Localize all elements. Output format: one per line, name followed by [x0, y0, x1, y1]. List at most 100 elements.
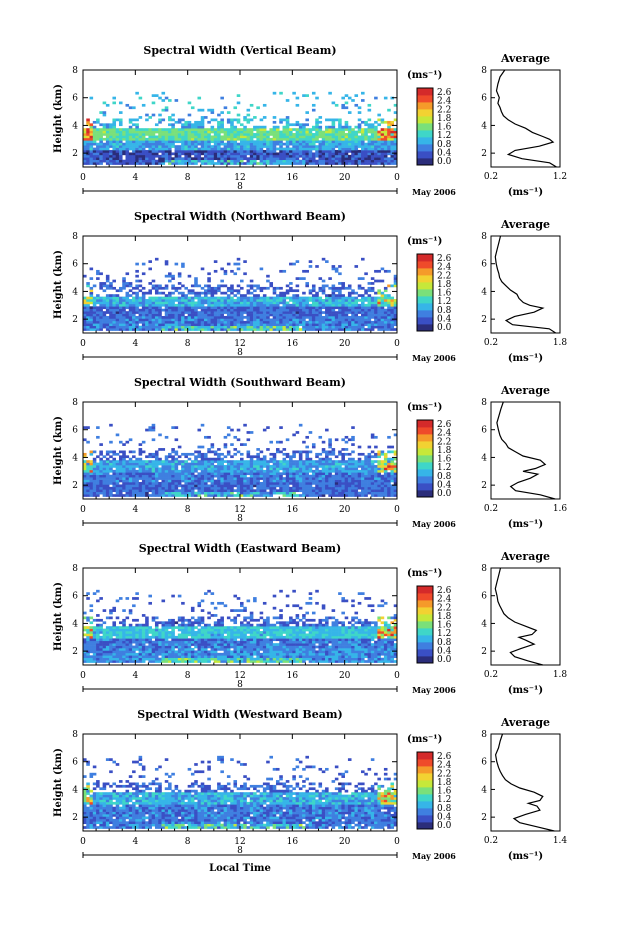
- heatmap-cell: [331, 323, 336, 327]
- heatmap-cell: [259, 484, 264, 488]
- heatmap-cell: [344, 135, 349, 139]
- heatmap-cell: [380, 159, 385, 163]
- heatmap-cell: [364, 306, 368, 310]
- heatmap-cell: [213, 286, 218, 290]
- heatmap-cell: [171, 491, 175, 495]
- heatmap-cell: [331, 289, 336, 293]
- heatmap-cell: [200, 474, 205, 478]
- heatmap-cell: [246, 491, 251, 495]
- heatmap-cell: [177, 162, 182, 165]
- heatmap-cell: [243, 462, 247, 466]
- heatmap-cell: [253, 140, 257, 144]
- heatmap-cell: [243, 320, 247, 324]
- heatmap-cell: [132, 469, 136, 473]
- heatmap-cell: [305, 313, 309, 317]
- heatmap-cell: [83, 130, 87, 134]
- heatmap-cell: [233, 130, 238, 134]
- heatmap-cell: [344, 159, 349, 163]
- heatmap-cell: [99, 303, 103, 307]
- heatmap-cell: [357, 303, 362, 307]
- heatmap-cell: [361, 299, 365, 302]
- heatmap-cell: [158, 296, 162, 300]
- heatmap-cell: [223, 469, 228, 473]
- heatmap-cell: [269, 467, 274, 471]
- heatmap-cell: [217, 325, 221, 329]
- heatmap-cell: [325, 484, 329, 488]
- heatmap-cell: [318, 301, 323, 305]
- heatmap-cell: [361, 489, 365, 493]
- heatmap-cell: [207, 479, 211, 483]
- heatmap-cell: [115, 162, 120, 165]
- heatmap-cell: [151, 311, 156, 314]
- heatmap-cell: [115, 328, 120, 331]
- heatmap-cell: [128, 479, 133, 483]
- heatmap-cell: [334, 150, 339, 153]
- heatmap-cell: [282, 452, 287, 456]
- heatmap-cell: [279, 316, 283, 319]
- heatmap-cell: [233, 313, 238, 317]
- heatmap-cell: [105, 159, 110, 163]
- heatmap-cell: [99, 465, 103, 468]
- heatmap-cell: [168, 152, 172, 156]
- heatmap-cell: [253, 294, 257, 297]
- heatmap-cell: [295, 120, 300, 124]
- heatmap-cell: [305, 94, 309, 97]
- heatmap-cell: [197, 318, 202, 322]
- heatmap-cell: [83, 147, 87, 151]
- heatmap-cell: [99, 301, 103, 305]
- heatmap-cell: [96, 325, 100, 329]
- heatmap-cell: [266, 162, 270, 165]
- heatmap-cell: [96, 162, 100, 165]
- heatmap-cell: [207, 494, 211, 497]
- heatmap-cell: [128, 323, 133, 327]
- heatmap-cell: [308, 159, 313, 163]
- heatmap-cell: [367, 150, 372, 153]
- heatmap-cell: [325, 142, 329, 146]
- panel-3: Spectral Width (Southward Beam)2468Heigh…: [53, 376, 567, 530]
- heatmap-cell: [184, 294, 188, 297]
- heatmap-cell: [217, 494, 221, 497]
- heatmap-cell: [272, 323, 277, 327]
- heatmap-cell: [141, 450, 146, 454]
- heatmap-cell: [328, 128, 332, 131]
- heatmap-cell: [279, 491, 283, 495]
- heatmap-cell: [325, 140, 329, 144]
- heatmap-cell: [194, 128, 198, 131]
- heatmap-cell: [328, 486, 332, 490]
- heatmap-cell: [275, 162, 280, 165]
- heatmap-cell: [253, 311, 257, 314]
- heatmap-cell: [207, 157, 211, 161]
- heatmap-cell: [282, 128, 287, 131]
- heatmap-cell: [220, 318, 224, 322]
- heatmap-cell: [325, 152, 329, 156]
- heatmap-cell: [109, 440, 113, 444]
- heatmap-cell: [315, 462, 319, 466]
- heatmap-cell: [380, 267, 385, 271]
- heatmap-cell: [158, 162, 162, 165]
- heatmap-cell: [256, 303, 260, 307]
- heatmap-cell: [223, 157, 228, 161]
- heatmap-cell: [351, 323, 355, 327]
- heatmap-cell: [148, 299, 152, 302]
- heatmap-cell: [122, 467, 126, 471]
- heatmap-cell: [249, 491, 254, 495]
- heatmap-cell: [145, 113, 149, 117]
- heatmap-cell: [99, 133, 103, 136]
- heatmap-cell: [374, 306, 378, 310]
- heatmap-cell: [328, 462, 332, 466]
- heatmap-cell: [262, 308, 267, 312]
- heatmap-cell: [269, 460, 274, 463]
- heatmap-cell: [210, 313, 215, 317]
- heatmap-cell: [220, 279, 224, 283]
- heatmap-cell: [302, 472, 306, 476]
- heatmap-cell: [151, 284, 156, 288]
- heatmap-cell: [105, 491, 110, 495]
- heatmap-cell: [184, 123, 188, 127]
- heatmap-cell: [344, 101, 349, 105]
- heatmap-cell: [259, 491, 264, 495]
- heatmap-cell: [217, 157, 221, 161]
- heatmap-cell: [361, 162, 365, 165]
- heatmap-cell: [328, 125, 332, 129]
- heatmap-cell: [275, 303, 280, 307]
- heatmap-cell: [99, 460, 103, 463]
